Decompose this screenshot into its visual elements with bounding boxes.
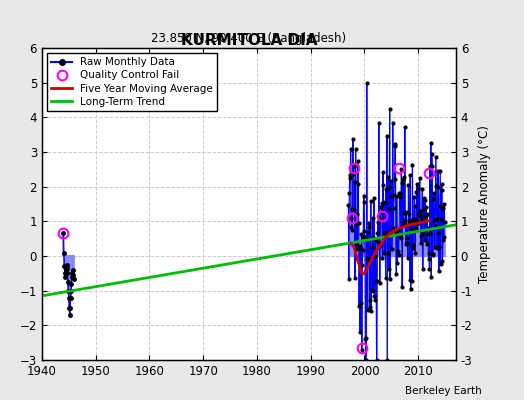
Legend: Raw Monthly Data, Quality Control Fail, Five Year Moving Average, Long-Term Tren: Raw Monthly Data, Quality Control Fail, … [47,53,217,111]
Y-axis label: Temperature Anomaly (°C): Temperature Anomaly (°C) [478,125,491,283]
Text: 23.850 N, 90.400 E (Bangladesh): 23.850 N, 90.400 E (Bangladesh) [151,32,346,45]
Title: KURMITOLA DIA: KURMITOLA DIA [181,33,317,48]
Text: Berkeley Earth: Berkeley Earth [406,386,482,396]
